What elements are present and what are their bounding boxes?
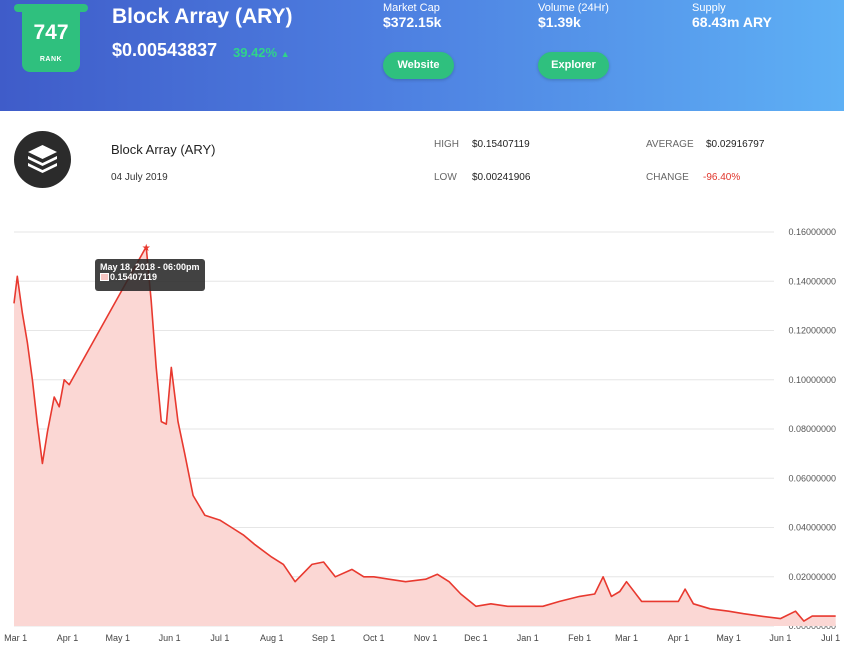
x-tick-label: Mar 1 (615, 633, 638, 643)
market-cap-stat: Market Cap $372.15k (383, 2, 441, 30)
rank-badge: 747 RANK (14, 4, 88, 72)
stack-icon (28, 145, 57, 173)
x-tick-label: Jun 1 (769, 633, 791, 643)
high-label: HIGH (434, 139, 459, 150)
explorer-button[interactable]: Explorer (538, 52, 609, 79)
x-tick-label: Jul 1 (210, 633, 229, 643)
peak-marker-icon: ★ (142, 243, 151, 254)
change-label: CHANGE (646, 172, 689, 183)
average-label: AVERAGE (646, 139, 694, 150)
coin-logo (14, 131, 71, 188)
y-tick-label: 0.02000000 (788, 572, 836, 582)
info-date: 04 July 2019 (111, 172, 168, 183)
tooltip-value: 0.15407119 (110, 272, 158, 282)
y-tick-label: 0.04000000 (788, 523, 836, 533)
volume-label: Volume (24Hr) (538, 2, 609, 14)
tooltip-row: 0.15407119 (100, 272, 200, 282)
series-line (13, 246, 836, 622)
caret-up-icon: ▲ (280, 49, 290, 59)
x-tick-label: Oct 1 (363, 633, 385, 643)
coin-name: Block Array (ARY) (111, 142, 216, 157)
volume-stat: Volume (24Hr) $1.39k (538, 2, 609, 30)
coin-header: 747 RANK Block Array (ARY) $0.00543837 3… (0, 0, 844, 111)
low-value: $0.00241906 (472, 172, 531, 183)
x-tick-label: Jun 1 (159, 633, 181, 643)
y-tick-label: 0.12000000 (788, 326, 836, 336)
x-tick-label: Apr 1 (668, 633, 690, 643)
x-tick-label: Apr 1 (57, 633, 79, 643)
y-tick-label: 0.16000000 (788, 227, 836, 237)
x-tick-label: Jan 1 (517, 633, 539, 643)
average-value: $0.02916797 (706, 139, 765, 150)
x-tick-label: Nov 1 (414, 633, 438, 643)
series-swatch (100, 273, 109, 281)
rank-label: RANK (39, 56, 63, 63)
supply-stat: Supply 68.43m ARY (692, 2, 772, 30)
price-chart[interactable]: 0.000000000.020000000.040000000.06000000… (0, 222, 844, 649)
y-tick-label: 0.06000000 (788, 473, 836, 483)
high-value: $0.15407119 (472, 139, 530, 150)
tooltip-date: May 18, 2018 - 06:00pm (100, 262, 200, 272)
rank-number: 747 (33, 21, 69, 44)
website-button[interactable]: Website (383, 52, 454, 79)
supply-label: Supply (692, 2, 726, 14)
series-area (14, 246, 836, 627)
chart-tooltip: May 18, 2018 - 06:00pm 0.15407119 (95, 259, 205, 291)
low-label: LOW (434, 172, 457, 183)
x-tick-label: May 1 (716, 633, 741, 643)
y-tick-label: 0.10000000 (788, 375, 836, 385)
price-change-value: 39.42% (233, 45, 278, 60)
price-change: 39.42% ▲ (233, 45, 290, 60)
market-cap-label: Market Cap (383, 2, 440, 14)
y-tick-label: 0.08000000 (788, 424, 836, 434)
x-tick-label: Aug 1 (260, 633, 284, 643)
coin-title: Block Array (ARY) (112, 5, 293, 28)
x-tick-label: Dec 1 (464, 633, 488, 643)
supply-value: 68.43m ARY (692, 14, 772, 30)
x-tick-label: Jul 1 (821, 633, 840, 643)
change-value: -96.40% (703, 172, 741, 183)
volume-value: $1.39k (538, 14, 581, 30)
rank-badge-tab (14, 4, 88, 12)
market-cap-value: $372.15k (383, 14, 442, 30)
x-tick-label: Mar 1 (4, 633, 27, 643)
x-tick-label: May 1 (105, 633, 130, 643)
x-tick-label: Feb 1 (568, 633, 591, 643)
coin-price: $0.00543837 (112, 40, 218, 60)
y-tick-label: 0.14000000 (788, 276, 836, 286)
x-tick-label: Sep 1 (312, 633, 336, 643)
